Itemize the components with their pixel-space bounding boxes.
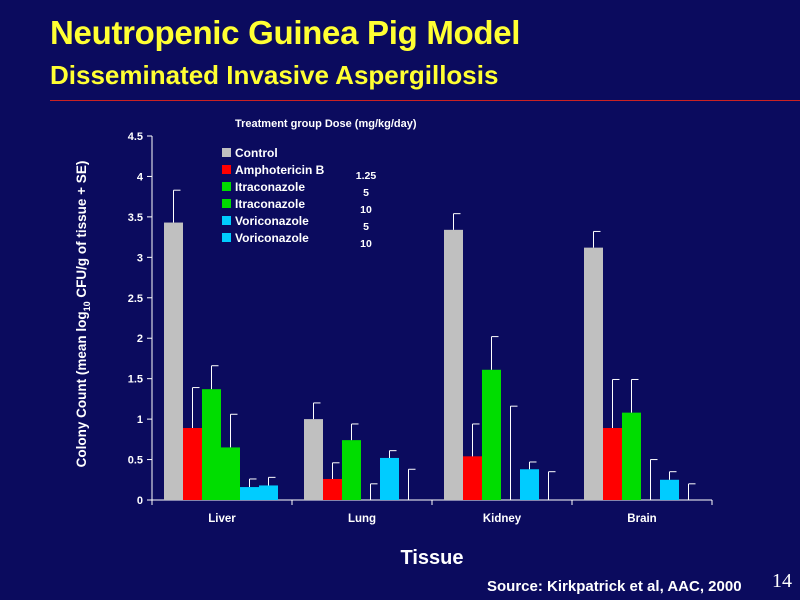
bar <box>240 487 259 500</box>
bar <box>380 457 399 500</box>
legend-swatch <box>222 148 231 157</box>
legend-swatch <box>222 165 231 174</box>
legend-swatch <box>222 233 231 242</box>
legend-dose: 5 <box>363 187 369 199</box>
y-tick-label: 3 <box>137 252 143 264</box>
y-tick-label: 1.5 <box>128 374 143 386</box>
bar <box>444 229 463 500</box>
y-tick-label: 0.5 <box>128 455 143 467</box>
legend-label: Control <box>235 146 278 160</box>
bar <box>221 447 240 500</box>
bar <box>622 412 641 500</box>
y-tick-label: 3.5 <box>128 212 143 224</box>
y-tick-label: 4.5 <box>128 131 143 143</box>
legend-label: Voriconazole <box>235 214 309 228</box>
legend-header: Treatment group Dose (mg/kg/day) <box>235 118 417 130</box>
x-tick-label: Brain <box>627 513 656 525</box>
y-tick-label: 1 <box>137 414 143 426</box>
title-divider <box>50 100 800 101</box>
legend-swatch <box>222 182 231 191</box>
bar <box>342 440 361 500</box>
bar <box>463 456 482 500</box>
y-tick-label: 0 <box>137 495 143 507</box>
y-axis-title-sub: 10 <box>82 301 92 311</box>
slide-title: Neutropenic Guinea Pig Model <box>50 14 521 51</box>
bar <box>520 469 539 500</box>
x-tick-label: Lung <box>348 513 376 525</box>
y-tick-label: 2.5 <box>128 293 143 305</box>
y-tick-label: 4 <box>137 171 144 183</box>
y-axis-title-pre: Colony Count (mean log <box>74 311 89 467</box>
y-tick-label: 2 <box>137 333 143 345</box>
bar <box>202 389 221 500</box>
slide-subtitle: Disseminated Invasive Aspergillosis <box>50 60 499 90</box>
legend-swatch <box>222 216 231 225</box>
legend-label: Itraconazole <box>235 197 305 211</box>
slide-number: 14 <box>772 570 792 592</box>
legend-label: Voriconazole <box>235 231 309 245</box>
x-axis-title: Tissue <box>401 547 464 569</box>
legend-dose: 1.25 <box>356 170 377 182</box>
x-tick-label: Liver <box>208 513 236 525</box>
legend-dose: 10 <box>360 238 372 250</box>
source-citation: Source: Kirkpatrick et al, AAC, 2000 <box>487 578 742 595</box>
bar <box>183 428 202 500</box>
bar <box>323 478 342 500</box>
legend-swatch <box>222 199 231 208</box>
legend-label: Itraconazole <box>235 180 305 194</box>
y-axis-title: Colony Count (mean log10 CFU/g of tissue… <box>74 161 92 468</box>
bar <box>304 419 323 500</box>
legend-dose: 5 <box>363 221 369 233</box>
bar <box>259 485 278 500</box>
bar <box>584 247 603 500</box>
bar <box>482 369 501 500</box>
x-tick-label: Kidney <box>483 513 522 525</box>
y-axis-title-post: CFU/g of tissue + SE) <box>74 161 89 302</box>
bar <box>164 222 183 500</box>
bar <box>603 428 622 500</box>
legend-dose: 10 <box>360 204 372 216</box>
bar <box>660 479 679 500</box>
legend-label: Amphotericin B <box>235 163 325 177</box>
